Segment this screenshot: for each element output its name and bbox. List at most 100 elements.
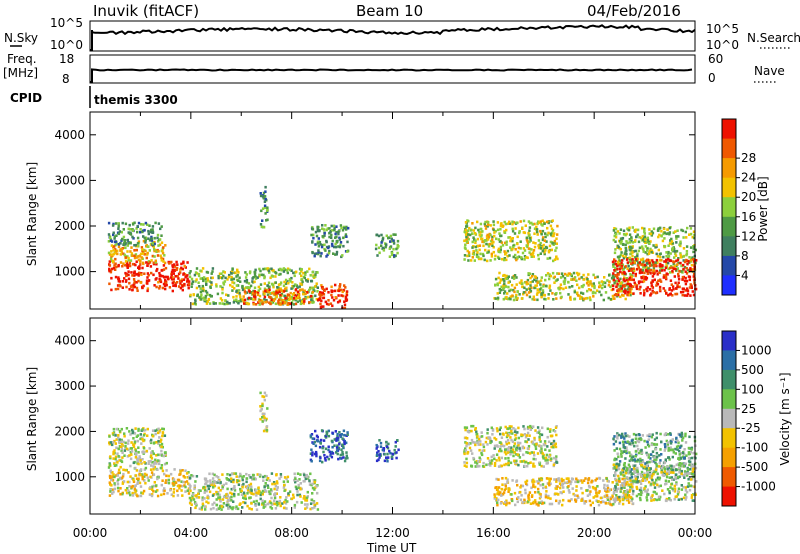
heatmap-cell: [652, 460, 655, 463]
heatmap-cell: [651, 280, 655, 283]
heatmap-cell: [292, 293, 295, 296]
heatmap-cell: [241, 478, 244, 482]
heatmap-cell: [672, 260, 675, 263]
heatmap-cell: [321, 224, 324, 227]
heatmap-cell: [628, 233, 632, 236]
heatmap-cell: [530, 495, 534, 498]
heatmap-cell: [505, 240, 508, 244]
heatmap-cell: [685, 245, 689, 248]
heatmap-cell: [180, 278, 184, 281]
heatmap-cell: [613, 251, 617, 255]
heatmap-cell: [465, 240, 469, 244]
heatmap-cell: [555, 292, 558, 295]
heatmap-cell: [495, 498, 499, 501]
heatmap-cell: [648, 228, 651, 231]
heatmap-cell: [470, 228, 473, 232]
heatmap-cell: [321, 227, 324, 230]
heatmap-cell: [646, 240, 649, 244]
heatmap-cell: [695, 259, 698, 262]
heatmap-cell: [142, 446, 146, 450]
heatmap-cell: [669, 265, 673, 268]
heatmap-cell: [506, 451, 509, 454]
heatmap-cell: [141, 261, 145, 265]
heatmap-cell: [142, 239, 146, 243]
heatmap-cell: [263, 206, 267, 209]
heatmap-cell: [228, 505, 232, 509]
heatmap-cell: [327, 251, 331, 255]
heatmap-cell: [226, 495, 229, 498]
heatmap-cell: [375, 443, 378, 447]
heatmap-cell: [122, 440, 125, 444]
heatmap-cell: [511, 276, 514, 279]
heatmap-cell: [592, 290, 595, 294]
heatmap-cell: [539, 252, 542, 255]
heatmap-cell: [464, 441, 467, 444]
heatmap-cell: [275, 501, 278, 505]
heatmap-cell: [615, 480, 619, 483]
heatmap-cell: [508, 289, 511, 293]
beam-title: Beam 10: [356, 2, 423, 20]
heatmap-cell: [564, 286, 568, 289]
heatmap-cell: [521, 501, 525, 504]
heatmap-cell: [498, 281, 502, 284]
heatmap-cell: [110, 288, 113, 292]
heatmap-cell: [258, 273, 261, 277]
heatmap-cell: [242, 299, 245, 303]
heatmap-cell: [152, 462, 156, 465]
heatmap-cell: [515, 221, 518, 224]
heatmap-cell: [299, 482, 302, 485]
heatmap-cell: [114, 243, 117, 247]
heatmap-cell: [498, 232, 501, 235]
heatmap-cell: [692, 247, 695, 250]
heatmap-cell: [568, 272, 571, 275]
heatmap-cell: [546, 427, 549, 431]
heatmap-cell: [671, 246, 674, 250]
heatmap-cell: [164, 479, 168, 482]
heatmap-cell: [225, 503, 228, 507]
heatmap-cell: [319, 295, 322, 298]
heatmap-cell: [346, 240, 349, 244]
heatmap-cell: [128, 281, 131, 285]
heatmap-cell: [120, 443, 124, 446]
heatmap-cell: [339, 224, 343, 227]
heatmap-cell: [150, 451, 153, 454]
heatmap-cell: [668, 458, 671, 461]
heatmap-cell: [497, 238, 501, 241]
heatmap-cell: [300, 487, 303, 491]
heatmap-cell: [374, 247, 378, 251]
heatmap-cell: [194, 494, 197, 498]
heatmap-cell: [650, 443, 653, 447]
heatmap-cell: [478, 464, 481, 468]
heatmap-cell: [525, 238, 529, 241]
heatmap-cell: [194, 502, 198, 506]
heatmap-cell: [595, 491, 598, 494]
heatmap-cell: [289, 297, 293, 300]
heatmap-cell: [594, 479, 597, 482]
heatmap-cell: [241, 298, 244, 301]
heatmap-cell: [632, 432, 636, 436]
heatmap-cell: [345, 454, 348, 458]
heatmap-cell: [137, 274, 140, 277]
heatmap-cell: [327, 246, 330, 250]
heatmap-cell: [656, 273, 659, 276]
heatmap-cell: [111, 443, 114, 447]
heatmap-cell: [254, 268, 257, 272]
heatmap-cell: [575, 279, 578, 282]
heatmap-cell: [290, 295, 294, 299]
heatmap-cell: [269, 291, 272, 295]
heatmap-cell: [673, 264, 676, 268]
heatmap-cell: [555, 433, 558, 437]
heatmap-cell: [250, 507, 253, 511]
heatmap-cell: [164, 280, 167, 283]
heatmap-cell: [494, 277, 498, 281]
heatmap-cell: [243, 298, 247, 302]
heatmap-cell: [124, 468, 127, 472]
heatmap-cell: [156, 254, 160, 257]
heatmap-cell: [464, 428, 467, 432]
heatmap-cell: [496, 221, 500, 224]
heatmap-cell: [304, 297, 308, 300]
heatmap-cell: [525, 244, 528, 247]
heatmap-cell: [616, 264, 619, 268]
heatmap-cell: [505, 440, 508, 444]
heatmap-cell: [469, 442, 472, 445]
